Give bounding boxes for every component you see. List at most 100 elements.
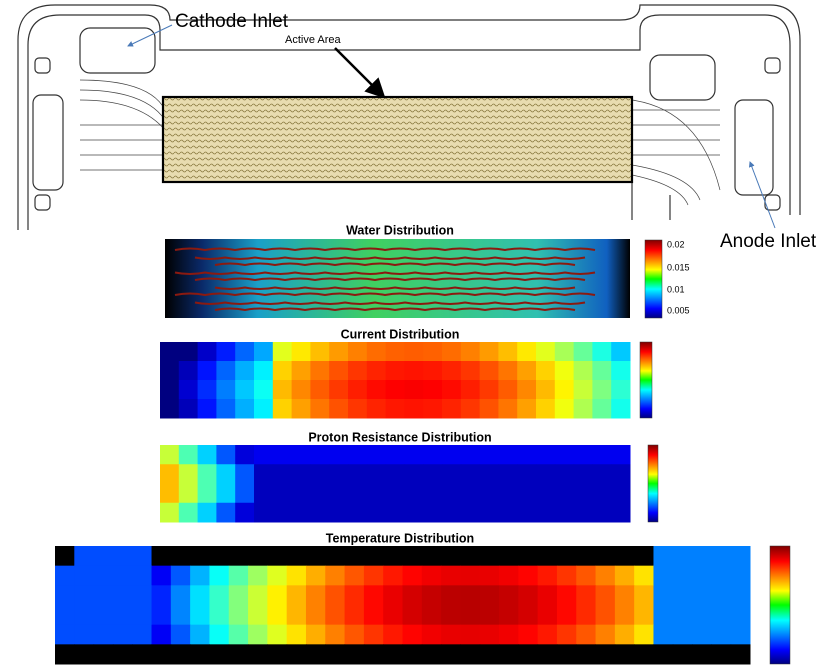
cell [228,565,249,586]
cell [291,399,311,419]
cell [653,585,674,606]
cell [329,464,349,484]
cell [595,546,616,567]
cell [197,342,217,362]
cell [74,605,95,626]
cell [692,585,712,606]
cell [423,483,443,504]
cell [402,585,423,606]
cell [254,342,274,362]
cell [310,380,330,400]
cell [254,502,274,523]
cell [460,361,481,381]
cell [248,624,268,645]
cell [151,644,172,665]
cell [692,644,712,665]
cell [537,624,558,645]
cell [421,605,442,626]
cell [518,644,539,665]
cell [267,585,288,606]
colorbar-label: 0.015 [667,262,690,272]
cell [329,502,349,523]
cell [209,585,230,606]
cell [479,361,499,381]
cell [348,502,368,523]
cell [329,380,349,400]
cell [634,546,654,567]
cell [132,644,153,665]
colorbar [647,444,659,523]
cell [518,624,539,645]
cell [576,605,597,626]
cell [385,464,405,484]
cell [291,502,311,523]
cell [55,565,75,586]
cell [93,565,114,586]
cell [536,399,556,419]
cell [190,605,210,626]
cell [441,624,461,645]
cell [170,585,191,606]
cell [536,445,556,465]
streak [174,247,596,252]
cell [441,565,461,586]
cell [383,644,403,665]
cell [363,565,384,586]
cell [132,546,153,567]
cell [614,644,635,665]
cell [554,399,575,419]
cell [160,445,180,465]
cell [442,445,462,465]
cell [573,399,593,419]
cell [537,585,558,606]
streak [194,277,586,282]
cell [402,605,423,626]
cell [267,546,288,567]
cell [366,380,387,400]
cell [383,565,403,586]
panel-title: Temperature Distribution [326,531,474,545]
cell [730,644,751,665]
cell [344,644,365,665]
cell [272,342,293,362]
streak [194,301,586,305]
cell [209,644,230,665]
cell [178,399,199,419]
cell [711,624,732,645]
cell [441,605,461,626]
cell [170,565,191,586]
cell [216,399,236,419]
cell [286,546,307,567]
cell [310,445,330,465]
cell [329,483,349,504]
cell [132,624,153,645]
cell [554,380,575,400]
cell [611,445,631,465]
cell [190,565,210,586]
cell [672,585,693,606]
cell [267,624,288,645]
cell [595,605,616,626]
cell [423,399,443,419]
cell [291,464,311,484]
cell [93,585,114,606]
cell [460,565,481,586]
cell [385,445,405,465]
cell [197,380,217,400]
cell [248,565,268,586]
cell [112,585,133,606]
cell [595,565,616,586]
cell [305,565,326,586]
cell [209,624,230,645]
cell [611,502,631,523]
cell [160,399,180,419]
active-area-label: Active Area [285,34,342,46]
cell [272,445,293,465]
cell [479,546,500,567]
cell [325,624,346,645]
cell [74,565,95,586]
cell [178,380,199,400]
cell [93,644,114,665]
cell [404,464,424,484]
cell [160,380,180,400]
